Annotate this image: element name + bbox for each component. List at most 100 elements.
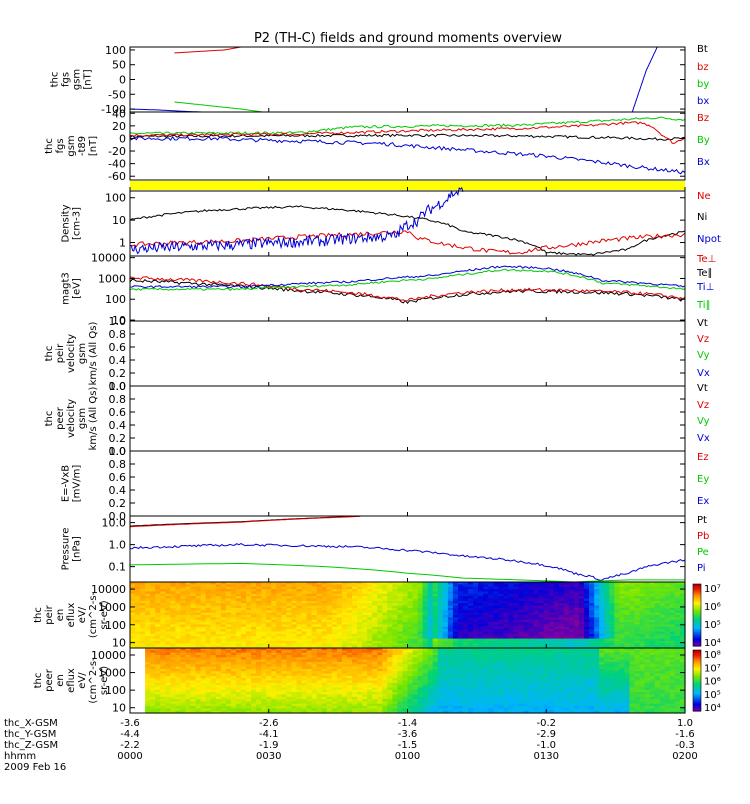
- legend-entry: Te⊥: [696, 254, 716, 265]
- y-axis-label-line: eV/: [77, 606, 88, 623]
- legend-entry: By: [697, 135, 710, 146]
- legend-entry: Ti∥: [696, 300, 711, 311]
- series-red-line: [130, 231, 685, 254]
- y-tick-label: 100: [105, 293, 126, 306]
- legend-entry: Vz: [697, 334, 709, 345]
- legend-entry: bz: [697, 62, 709, 73]
- y-tick-label: 0.4: [109, 419, 127, 432]
- series-blue-line: [632, 47, 657, 112]
- legend-entry: Pe: [697, 547, 709, 558]
- y-tick-label: 50: [112, 59, 126, 72]
- legend-entry: Ex: [697, 496, 709, 507]
- panel-frame: [130, 516, 685, 582]
- y-axis-label-line: fgs: [55, 138, 66, 153]
- legend-entry: Vy: [697, 416, 710, 427]
- y-tick-label: 0.6: [109, 471, 127, 484]
- y-tick-label: 0.4: [109, 354, 127, 367]
- y-tick-label: 40: [112, 107, 126, 120]
- y-axis-label-line: gsm: [72, 69, 83, 90]
- legend-entry: Vt: [697, 383, 708, 394]
- y-axis-label-line: sr-eV): [99, 600, 110, 629]
- legend-entry: bx: [697, 96, 709, 107]
- y-tick-label: 1.0: [109, 380, 127, 393]
- y-tick-label: -40: [108, 158, 126, 171]
- panel-frame: [130, 451, 685, 516]
- series-blue-line: [130, 188, 463, 254]
- legend-entry: Bt: [697, 44, 708, 55]
- legend-entry: Ne: [697, 191, 711, 202]
- y-axis-label-line: [nT]: [88, 136, 99, 156]
- chart-title: P2 (TH-C) fields and ground moments over…: [254, 31, 562, 46]
- y-tick-label: 100: [105, 192, 126, 205]
- y-tick-label: 10000: [91, 252, 126, 265]
- y-tick-label: 0.1: [109, 561, 127, 574]
- legend-entry: Vz: [697, 400, 709, 411]
- y-tick-label: 1.0: [109, 539, 127, 552]
- y-axis-label-line: [nPa]: [72, 536, 83, 562]
- y-axis-label-line: thc: [44, 346, 55, 362]
- y-axis-label-line: gsm: [66, 135, 77, 156]
- y-tick-label: 10: [112, 637, 126, 650]
- legend-entry: Npot: [697, 234, 721, 245]
- y-tick-label: 1: [119, 237, 126, 250]
- legend-entry: by: [697, 79, 709, 90]
- y-axis-label-line: velocity: [66, 399, 77, 438]
- y-tick-label: 100: [105, 44, 126, 57]
- y-tick-label: 0.6: [109, 406, 127, 419]
- y-tick-label: 20: [112, 120, 126, 133]
- series-green-line: [130, 269, 685, 290]
- series-black-line: [130, 134, 685, 140]
- legend-entry: Bx: [697, 157, 710, 168]
- y-axis-label-line: peer: [55, 406, 66, 430]
- y-axis-label-line: thc: [44, 411, 55, 427]
- y-axis-label-line: fgs: [61, 72, 72, 87]
- series-blue-line: [130, 137, 685, 174]
- y-axis-label-line: E=-VxB: [61, 465, 72, 502]
- colorbar-label: 10⁷: [704, 584, 721, 595]
- y-axis-label-line: km/s (All Qs): [88, 387, 99, 451]
- legend-entry: Vx: [697, 433, 710, 444]
- series-red-line: [130, 516, 360, 527]
- series-blue-line: [130, 544, 685, 581]
- y-tick-label: 0: [119, 74, 126, 87]
- y-axis-label-line: thc: [33, 607, 44, 623]
- y-axis-label-line: thc: [50, 72, 61, 88]
- y-axis-label-line: thc: [44, 138, 55, 154]
- y-tick-label: 0.6: [109, 341, 127, 354]
- y-tick-label: 0.2: [109, 367, 127, 380]
- legend-entry: Ti⊥: [696, 282, 714, 293]
- series-green-line: [174, 102, 263, 112]
- y-axis-label-line: -t89: [77, 136, 88, 156]
- y-axis-label-line: velocity: [66, 334, 77, 373]
- y-axis-label: Density[cm-3]: [61, 204, 83, 242]
- legend-entry: Pi: [697, 563, 706, 574]
- y-axis-label-line: en: [55, 609, 66, 622]
- y-axis-label-line: [eV]: [72, 278, 83, 299]
- y-axis-label-line: [nT]: [83, 69, 94, 89]
- legend-entry: Te∥: [696, 268, 713, 279]
- legend-entry: Pt: [697, 515, 707, 526]
- y-axis-label: Pressure[nPa]: [61, 528, 83, 571]
- y-axis-label-line: (cm^2-s-: [88, 591, 99, 638]
- y-tick-label: 1.0: [109, 315, 127, 328]
- y-axis-label: E=-VxB[mV/m]: [61, 465, 83, 503]
- series-blue-line: [130, 266, 685, 288]
- colorbar-label: 10⁶: [704, 602, 721, 613]
- y-axis-label-line: eflux: [66, 603, 77, 628]
- y-tick-label: 1.0: [109, 445, 127, 458]
- legend-entry: Bz: [697, 113, 709, 124]
- y-axis-label-line: peir: [55, 343, 66, 363]
